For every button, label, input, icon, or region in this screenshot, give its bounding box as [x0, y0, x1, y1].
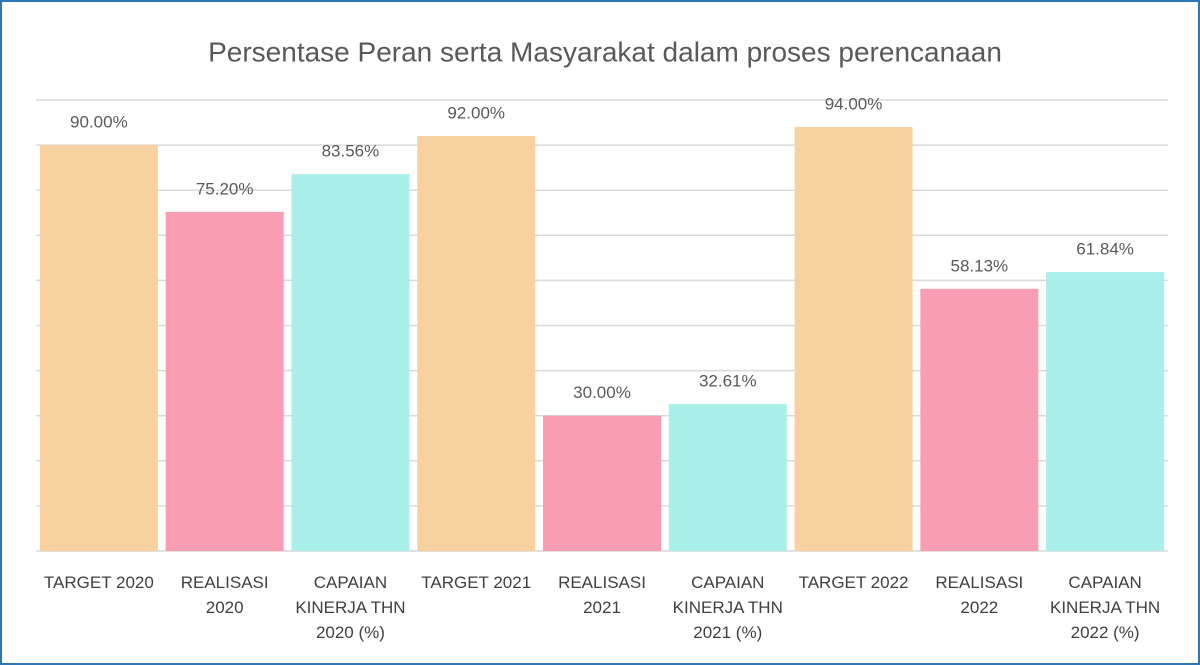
data-label: 32.61%: [699, 371, 757, 390]
data-label: 92.00%: [447, 104, 505, 123]
data-label: 94.00%: [825, 95, 883, 114]
x-tick-label: CAPAIAN KINERJA THN 2020 (%): [295, 573, 406, 642]
x-tick-label: CAPAIAN KINERJA THN 2022 (%): [1050, 573, 1161, 642]
bar: [165, 211, 284, 551]
bar: [1046, 272, 1165, 551]
bar: [291, 174, 410, 551]
bar: [920, 288, 1039, 551]
data-label: 30.00%: [573, 383, 631, 402]
x-tick-label: TARGET 2020: [43, 573, 154, 592]
bar: [417, 136, 536, 551]
x-tick-label: REALISASI 2020: [180, 573, 269, 617]
x-tick-label: CAPAIAN KINERJA THN 2021 (%): [672, 573, 783, 642]
data-label: 83.56%: [322, 142, 380, 161]
bar: [39, 145, 158, 551]
data-label: 75.20%: [196, 179, 254, 198]
bar: [794, 127, 913, 551]
x-tick-label: REALISASI 2022: [935, 573, 1024, 617]
chart-title: Persentase Peran serta Masyarakat dalam …: [208, 36, 1002, 67]
x-tick-label: TARGET 2021: [421, 573, 532, 592]
bar: [668, 403, 787, 551]
x-tick-label: TARGET 2022: [798, 573, 909, 592]
bar: [543, 415, 661, 551]
data-label: 61.84%: [1076, 240, 1134, 259]
x-tick-label: REALISASI 2021: [558, 573, 646, 617]
data-label: 90.00%: [70, 113, 128, 132]
data-label: 58.13%: [950, 256, 1008, 275]
